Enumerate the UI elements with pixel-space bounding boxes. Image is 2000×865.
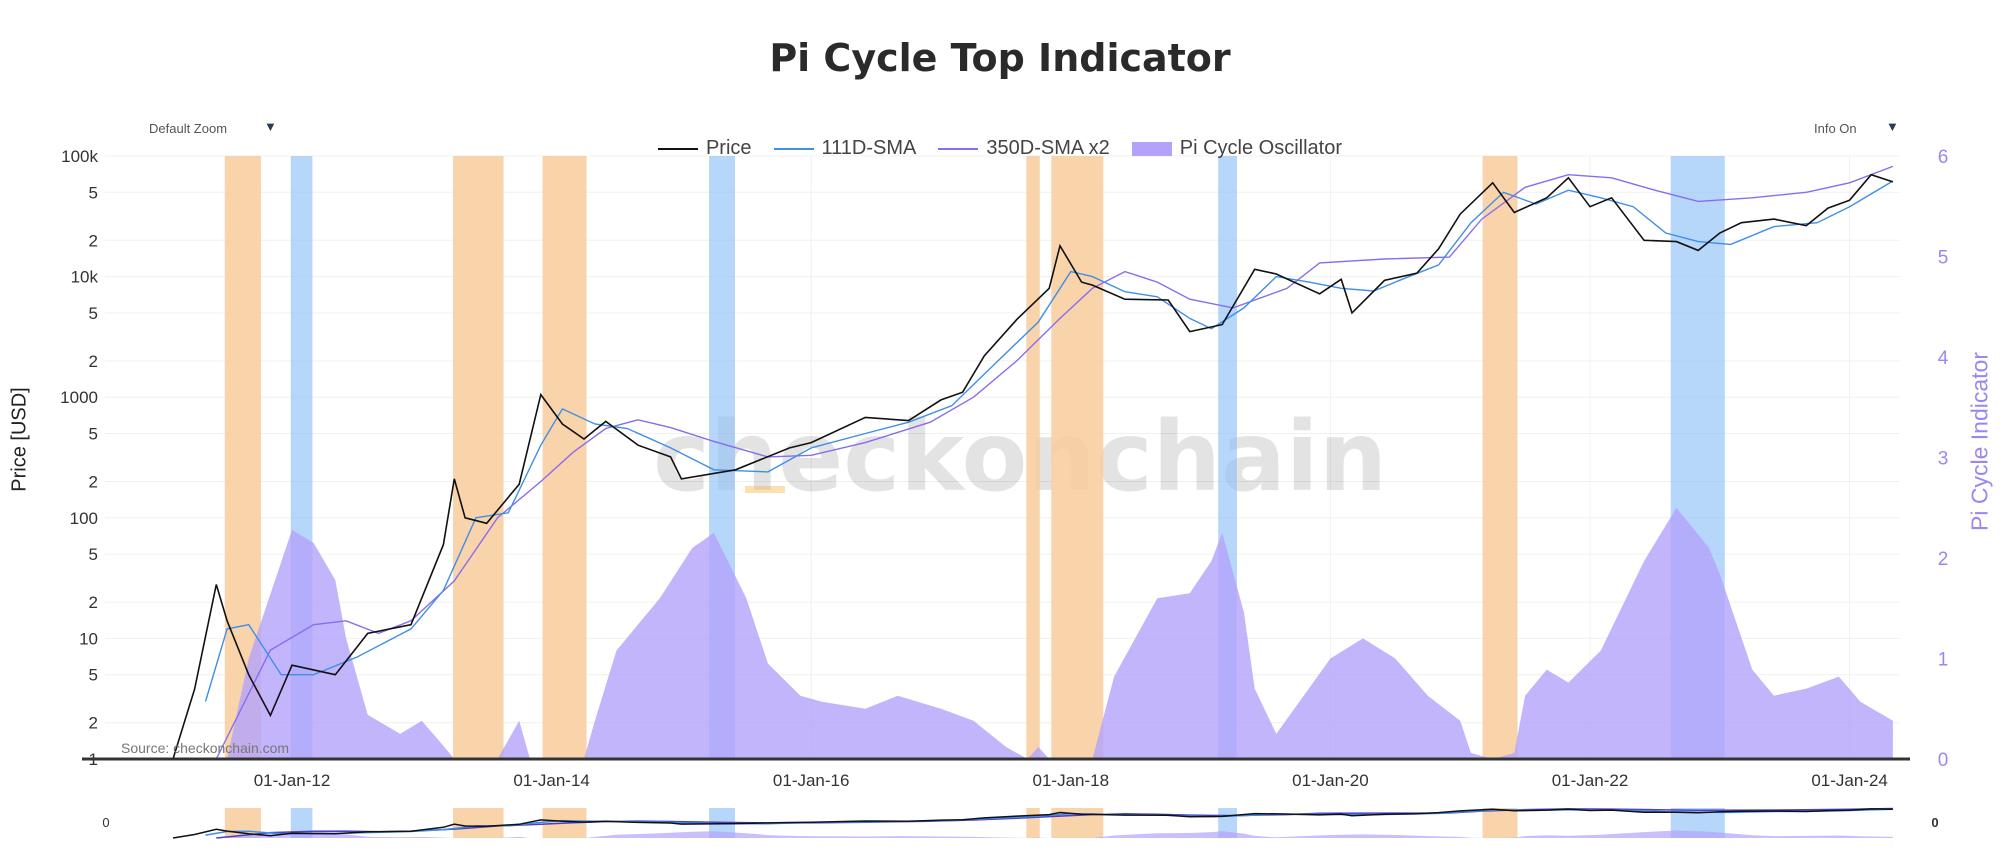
y-tick-label: 100: [70, 509, 98, 528]
y-tick-label: 2: [89, 231, 98, 250]
chevron-down-icon[interactable]: ▼: [264, 119, 277, 134]
y-tick-label: 2: [89, 352, 98, 371]
legend-label: 350D-SMA x2: [986, 137, 1110, 159]
info-dropdown-label: Info On: [1814, 121, 1857, 136]
legend-item-price[interactable]: Price: [657, 137, 752, 160]
y-tick-label: 5: [89, 304, 98, 323]
nav-oscillator-area: [227, 830, 1893, 838]
x-tick-label: 01-Jan-24: [1811, 771, 1888, 790]
y-tick-label: 5: [89, 183, 98, 202]
legend: Price 111D-SMA 350D-SMA x2 Pi Cycle Osci…: [0, 137, 2000, 160]
watermark-logo-bar: [745, 486, 785, 493]
axes: 1 2 5 10 2 5 100 2 5 1000 2 5 10k 2 5 100k 0 1 2 3 4 5 6 01-Jan…: [60, 147, 1949, 790]
x-tick-label: 01-Jan-18: [1033, 771, 1110, 790]
y-tick-label: 10k: [71, 268, 99, 287]
legend-label: 111D-SMA: [821, 137, 917, 159]
nav-sma350x2-line: [216, 807, 1893, 839]
legend-label: Pi Cycle Oscillator: [1179, 137, 1343, 159]
y-tick-label: 5: [89, 545, 98, 564]
y-tick-label: 2: [89, 472, 98, 491]
nav-right-label: 0: [1931, 815, 1938, 830]
top-band: [453, 156, 504, 759]
y2-tick-label: 4: [1938, 348, 1949, 369]
nav-bottom-band: [290, 808, 313, 838]
x-tick-label: 01-Jan-12: [254, 771, 331, 790]
chart-title: Pi Cycle Top Indicator: [769, 36, 1231, 80]
legend-item-pi-cycle-oscillator[interactable]: Pi Cycle Oscillator: [1131, 137, 1343, 160]
y2-tick-label: 3: [1938, 449, 1949, 470]
nav-top-band: [1026, 808, 1040, 838]
y2-tick-label: 1: [1938, 650, 1949, 671]
y-tick-label: 1000: [60, 388, 98, 407]
sma111-line: [204, 180, 1894, 702]
oscillator-area: [227, 507, 1893, 759]
y-axis-right-title: Pi Cycle Indicator: [1966, 352, 1993, 531]
top-band: [1026, 156, 1040, 759]
nav-left-label: 0: [102, 815, 109, 830]
nav-price-line: [172, 808, 1893, 839]
y-tick-label: 2: [89, 714, 98, 733]
y2-tick-label: 5: [1938, 248, 1949, 269]
y-tick-label: 2: [89, 593, 98, 612]
y-tick-label: 100k: [61, 147, 98, 166]
x-tick-label: 01-Jan-14: [513, 771, 590, 790]
top-band: [1482, 156, 1518, 759]
y-tick-label: 5: [89, 666, 98, 685]
legend-item-350d-sma-x2[interactable]: 350D-SMA x2: [938, 137, 1110, 160]
sma350x2-line: [215, 165, 1894, 760]
y2-tick-label: 0: [1938, 750, 1949, 771]
nav-top-band: [453, 808, 504, 838]
series-lines: [172, 165, 1894, 760]
y-axis-left-title: Price [USD]: [8, 387, 31, 492]
zoom-dropdown[interactable]: Default Zoom ▼: [149, 119, 277, 136]
x-tick-label: 01-Jan-20: [1292, 771, 1369, 790]
top-band: [542, 156, 587, 759]
y-tick-label: 10: [79, 629, 98, 648]
y-tick-label: 1: [89, 750, 98, 769]
source-label: Source: checkonchain.com: [121, 740, 290, 756]
nav-top-band: [1482, 808, 1518, 838]
y-tick-label: 5: [89, 425, 98, 444]
top-band: [1051, 156, 1104, 759]
x-tick-label: 01-Jan-16: [773, 771, 850, 790]
y2-tick-label: 6: [1938, 147, 1949, 168]
oscillator-area-path: [227, 507, 1893, 759]
price-line: [172, 173, 1894, 760]
x-tick-label: 01-Jan-22: [1552, 771, 1629, 790]
y2-tick-label: 2: [1938, 549, 1949, 570]
info-dropdown[interactable]: Info On ▼: [1814, 119, 1899, 136]
legend-label: Price: [705, 137, 752, 159]
legend-item-111d-sma[interactable]: 111D-SMA: [773, 137, 917, 160]
watermark: checkonchain: [653, 401, 1387, 513]
chevron-down-icon[interactable]: ▼: [1886, 119, 1899, 134]
zoom-dropdown-label: Default Zoom: [149, 121, 228, 136]
